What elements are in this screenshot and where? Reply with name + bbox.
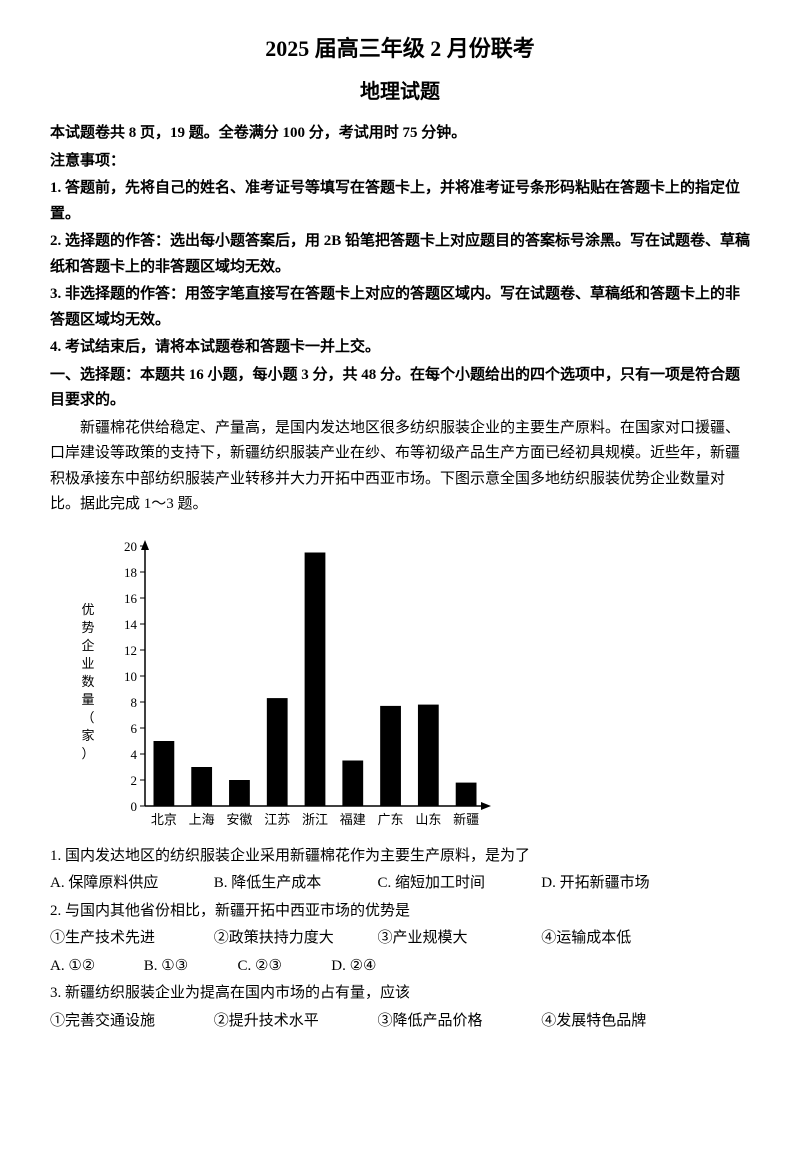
q3-circle-options: ①完善交通设施 ②提升技术水平 ③降低产品价格 ④发展特色品牌 bbox=[50, 1009, 750, 1035]
q2-circ-3: ③产业规模大 bbox=[378, 926, 538, 952]
notice-2: 2. 选择题的作答：选出每小题答案后，用 2B 铅笔把答题卡上对应题目的答案标号… bbox=[50, 229, 750, 280]
bar-chart: 0 2 4 6 8 10 12 14 16 18 20 北京上海安徽江苏浙江福建广东山东新疆 优势企业数… bbox=[70, 526, 500, 836]
svg-text:14: 14 bbox=[124, 617, 138, 632]
q2-option-a: A. ①② bbox=[50, 954, 140, 980]
q3-stem: 3. 新疆纺织服装企业为提高在国内市场的占有量，应该 bbox=[50, 981, 750, 1007]
svg-text:10: 10 bbox=[124, 669, 137, 684]
svg-text:0: 0 bbox=[131, 799, 138, 814]
svg-text:量: 量 bbox=[81, 692, 94, 707]
notice-1: 1. 答题前，先将自己的姓名、准考证号等填写在答题卡上，并将准考证号条形码粘贴在… bbox=[50, 176, 750, 227]
svg-text:企: 企 bbox=[81, 638, 94, 653]
main-title: 2025 届高三年级 2 月份联考 bbox=[50, 30, 750, 67]
svg-text:福建: 福建 bbox=[340, 812, 366, 827]
svg-text:）: ） bbox=[81, 746, 94, 761]
notice-4: 4. 考试结束后，请将本试题卷和答题卡一并上交。 bbox=[50, 335, 750, 361]
svg-text:数: 数 bbox=[81, 674, 94, 689]
notice-title: 注意事项： bbox=[50, 149, 750, 175]
q2-letter-options: A. ①② B. ①③ C. ②③ D. ②④ bbox=[50, 954, 750, 980]
q3-circ-1: ①完善交通设施 bbox=[50, 1009, 210, 1035]
q2-circ-4: ④运输成本低 bbox=[541, 926, 701, 952]
q2-stem: 2. 与国内其他省份相比，新疆开拓中西亚市场的优势是 bbox=[50, 899, 750, 925]
svg-text:山东: 山东 bbox=[415, 812, 441, 827]
q1-option-d: D. 开拓新疆市场 bbox=[541, 871, 701, 897]
svg-text:12: 12 bbox=[124, 643, 137, 658]
svg-text:优: 优 bbox=[81, 602, 94, 617]
q2-circ-1: ①生产技术先进 bbox=[50, 926, 210, 952]
q2-option-c: C. ②③ bbox=[238, 954, 328, 980]
q3-circ-3: ③降低产品价格 bbox=[378, 1009, 538, 1035]
q1-option-c: C. 缩短加工时间 bbox=[378, 871, 538, 897]
header-info: 本试题卷共 8 页，19 题。全卷满分 100 分，考试用时 75 分钟。 bbox=[50, 121, 750, 147]
svg-text:新疆: 新疆 bbox=[453, 812, 479, 827]
question-1: 1. 国内发达地区的纺织服装企业采用新疆棉花作为主要生产原料，是为了 A. 保障… bbox=[50, 844, 750, 897]
svg-text:广东: 广东 bbox=[378, 812, 404, 827]
svg-text:16: 16 bbox=[124, 591, 138, 606]
svg-text:北京: 北京 bbox=[151, 812, 177, 827]
passage-text: 新疆棉花供给稳定、产量高，是国内发达地区很多纺织服装企业的主要生产原料。在国家对… bbox=[50, 416, 750, 518]
question-2: 2. 与国内其他省份相比，新疆开拓中西亚市场的优势是 ①生产技术先进 ②政策扶持… bbox=[50, 899, 750, 980]
svg-text:江苏: 江苏 bbox=[264, 812, 290, 827]
notice-3: 3. 非选择题的作答：用签字笔直接写在答题卡上对应的答题区域内。写在试题卷、草稿… bbox=[50, 282, 750, 333]
svg-text:18: 18 bbox=[124, 565, 137, 580]
q2-option-b: B. ①③ bbox=[144, 954, 234, 980]
svg-text:20: 20 bbox=[124, 539, 137, 554]
q1-stem: 1. 国内发达地区的纺织服装企业采用新疆棉花作为主要生产原料，是为了 bbox=[50, 844, 750, 870]
svg-text:8: 8 bbox=[131, 695, 138, 710]
svg-text:家: 家 bbox=[81, 728, 94, 743]
svg-text:业: 业 bbox=[81, 656, 94, 671]
svg-text:6: 6 bbox=[131, 721, 138, 736]
sub-title: 地理试题 bbox=[50, 75, 750, 109]
question-3: 3. 新疆纺织服装企业为提高在国内市场的占有量，应该 ①完善交通设施 ②提升技术… bbox=[50, 981, 750, 1034]
svg-text:2: 2 bbox=[131, 773, 138, 788]
svg-text:安徽: 安徽 bbox=[226, 812, 252, 827]
q1-option-b: B. 降低生产成本 bbox=[214, 871, 374, 897]
q1-options: A. 保障原料供应 B. 降低生产成本 C. 缩短加工时间 D. 开拓新疆市场 bbox=[50, 871, 750, 897]
svg-text:浙江: 浙江 bbox=[302, 812, 328, 827]
svg-text:（: （ bbox=[81, 710, 94, 725]
svg-text:上海: 上海 bbox=[189, 812, 215, 827]
svg-text:4: 4 bbox=[131, 747, 138, 762]
q1-option-a: A. 保障原料供应 bbox=[50, 871, 210, 897]
section-1-title: 一、选择题：本题共 16 小题，每小题 3 分，共 48 分。在每个小题给出的四… bbox=[50, 363, 750, 414]
q2-circle-options: ①生产技术先进 ②政策扶持力度大 ③产业规模大 ④运输成本低 bbox=[50, 926, 750, 952]
q3-circ-4: ④发展特色品牌 bbox=[541, 1009, 701, 1035]
q2-option-d: D. ②④ bbox=[331, 954, 421, 980]
q2-circ-2: ②政策扶持力度大 bbox=[214, 926, 374, 952]
svg-text:势: 势 bbox=[81, 620, 94, 635]
q3-circ-2: ②提升技术水平 bbox=[214, 1009, 374, 1035]
